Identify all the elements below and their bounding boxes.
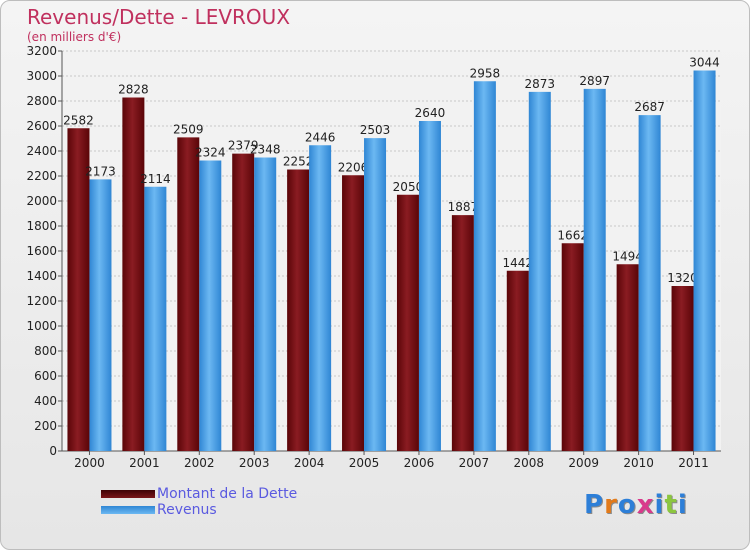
y-tick-label: 2000 bbox=[26, 194, 57, 208]
y-tick-label: 1400 bbox=[26, 269, 57, 283]
logo-letter: o bbox=[617, 490, 637, 520]
bar-dette bbox=[451, 215, 474, 451]
logo-letter: P bbox=[584, 490, 605, 520]
data-label-dette: 2050 bbox=[393, 180, 424, 194]
data-label-revenus: 3044 bbox=[689, 56, 720, 70]
bar-revenus bbox=[144, 186, 167, 451]
bar-revenus bbox=[693, 70, 716, 451]
bar-dette bbox=[561, 243, 584, 451]
data-label-revenus: 2503 bbox=[360, 123, 391, 137]
data-label-revenus: 2348 bbox=[250, 143, 281, 157]
y-tick-label: 1800 bbox=[26, 219, 57, 233]
logo-letter: t bbox=[664, 490, 678, 520]
legend-label-revenus: Revenus bbox=[157, 502, 217, 518]
logo-letter: i bbox=[677, 490, 688, 520]
bar-dette bbox=[616, 264, 639, 451]
bar-dette bbox=[287, 169, 310, 451]
data-label-dette: 2582 bbox=[63, 113, 94, 127]
data-label-dette: 1320 bbox=[667, 271, 698, 285]
y-tick-label: 2600 bbox=[26, 119, 57, 133]
logo-letter: i bbox=[654, 490, 665, 520]
x-tick-label: 2001 bbox=[129, 456, 160, 470]
data-label-revenus: 2873 bbox=[525, 77, 556, 91]
data-label-dette: 2828 bbox=[118, 83, 149, 97]
bar-revenus bbox=[528, 91, 551, 451]
x-tick-label: 2007 bbox=[459, 456, 490, 470]
bar-dette bbox=[232, 153, 255, 451]
x-tick-label: 2010 bbox=[623, 456, 654, 470]
x-tick-label: 2006 bbox=[404, 456, 435, 470]
bar-revenus bbox=[418, 121, 441, 451]
x-tick-label: 2009 bbox=[568, 456, 599, 470]
data-label-dette: 1442 bbox=[503, 256, 534, 270]
data-label-dette: 2509 bbox=[173, 122, 204, 136]
x-tick-label: 2005 bbox=[349, 456, 380, 470]
data-label-dette: 1494 bbox=[612, 249, 643, 263]
legend-label-dette: Montant de la Dette bbox=[157, 486, 298, 502]
logo-letter: x bbox=[636, 490, 655, 520]
x-tick-label: 2004 bbox=[294, 456, 325, 470]
bar-revenus bbox=[638, 115, 661, 451]
bar-revenus bbox=[254, 157, 277, 451]
data-label-revenus: 2173 bbox=[85, 164, 116, 178]
y-tick-label: 1000 bbox=[26, 319, 57, 333]
data-label-revenus: 2897 bbox=[579, 74, 610, 88]
proxiti-logo: Proxiti bbox=[584, 490, 688, 520]
data-label-dette: 1887 bbox=[448, 200, 479, 214]
bar-revenus bbox=[583, 88, 606, 451]
x-tick-label: 2002 bbox=[184, 456, 215, 470]
bar-revenus bbox=[89, 179, 112, 451]
legend-swatch-revenus bbox=[101, 506, 155, 514]
y-tick-label: 1600 bbox=[26, 244, 57, 258]
y-tick-label: 0 bbox=[49, 444, 57, 458]
bar-revenus bbox=[199, 160, 222, 451]
y-tick-label: 400 bbox=[34, 394, 57, 408]
chart-title: Revenus/Dette - LEVROUX bbox=[27, 5, 291, 29]
y-tick-label: 200 bbox=[34, 419, 57, 433]
bar-dette bbox=[177, 137, 200, 451]
x-tick-label: 2003 bbox=[239, 456, 270, 470]
y-tick-label: 2400 bbox=[26, 144, 57, 158]
data-label-revenus: 2114 bbox=[140, 172, 171, 186]
data-label-dette: 2252 bbox=[283, 155, 314, 169]
data-label-revenus: 2687 bbox=[634, 100, 665, 114]
bar-dette bbox=[122, 97, 145, 451]
chart-subtitle: (en milliers d'€) bbox=[27, 30, 122, 44]
data-label-revenus: 2640 bbox=[415, 106, 446, 120]
legend-swatch-dette bbox=[101, 490, 155, 498]
y-tick-label: 1200 bbox=[26, 294, 57, 308]
bar-revenus bbox=[473, 81, 496, 451]
x-tick-label: 2000 bbox=[74, 456, 105, 470]
bar-dette bbox=[396, 194, 419, 451]
y-tick-label: 3000 bbox=[26, 69, 57, 83]
data-label-dette: 1662 bbox=[557, 228, 588, 242]
bar-dette bbox=[342, 175, 365, 451]
bar-revenus bbox=[309, 145, 332, 451]
x-tick-label: 2011 bbox=[678, 456, 709, 470]
y-tick-label: 600 bbox=[34, 369, 57, 383]
y-tick-label: 2800 bbox=[26, 94, 57, 108]
y-tick-label: 800 bbox=[34, 344, 57, 358]
bar-dette bbox=[67, 128, 90, 451]
bar-dette bbox=[506, 270, 529, 451]
x-tick-label: 2008 bbox=[514, 456, 545, 470]
data-label-dette: 2206 bbox=[338, 160, 369, 174]
data-label-revenus: 2446 bbox=[305, 130, 336, 144]
logo-letter: r bbox=[604, 490, 618, 520]
data-label-revenus: 2958 bbox=[470, 66, 501, 80]
data-label-revenus: 2324 bbox=[195, 146, 226, 160]
bar-dette bbox=[671, 286, 694, 451]
data-label-dette: 2379 bbox=[228, 139, 259, 153]
bar-revenus bbox=[364, 138, 387, 451]
y-tick-label: 3200 bbox=[26, 44, 57, 58]
y-tick-label: 2200 bbox=[26, 169, 57, 183]
